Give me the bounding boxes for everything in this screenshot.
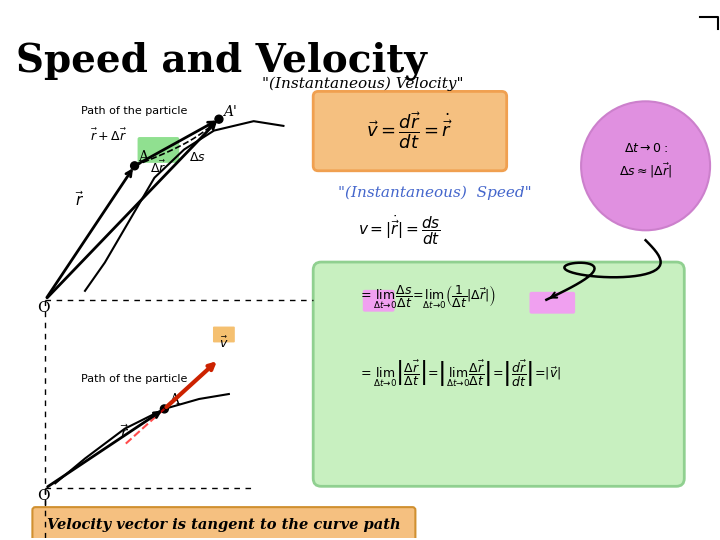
Text: $\vec{r}+\Delta\vec{r}$: $\vec{r}+\Delta\vec{r}$	[90, 128, 127, 144]
Text: $\vec{v} = \dfrac{d\vec{r}}{dt} = \dot{\vec{r}}$: $\vec{v} = \dfrac{d\vec{r}}{dt} = \dot{\…	[366, 111, 453, 151]
Text: "(Instantaneous)  Speed": "(Instantaneous) Speed"	[338, 186, 531, 200]
FancyBboxPatch shape	[363, 290, 395, 312]
Text: $\vec{r}$: $\vec{r}$	[76, 190, 85, 208]
Text: A: A	[169, 393, 179, 407]
Circle shape	[581, 102, 710, 231]
Text: $\Delta\vec{r}$: $\Delta\vec{r}$	[150, 159, 166, 176]
Text: $\vec{r}$: $\vec{r}$	[120, 423, 129, 442]
Circle shape	[161, 405, 168, 413]
Text: A: A	[138, 150, 148, 164]
FancyBboxPatch shape	[138, 137, 179, 163]
Text: $= \lim_{\Delta t \to 0}\dfrac{\Delta s}{\Delta t} = \lim_{\Delta t \to 0}\left(: $= \lim_{\Delta t \to 0}\dfrac{\Delta s}…	[358, 284, 496, 312]
Text: Path of the particle: Path of the particle	[81, 374, 188, 384]
Circle shape	[215, 115, 223, 123]
Text: $\Delta t \to 0:$: $\Delta t \to 0:$	[624, 143, 667, 156]
FancyBboxPatch shape	[313, 91, 507, 171]
FancyBboxPatch shape	[529, 292, 575, 314]
Text: $\vec{v}$: $\vec{v}$	[219, 336, 229, 352]
Text: Velocity vector is tangent to the curve path: Velocity vector is tangent to the curve …	[47, 518, 401, 532]
Text: "(Instantaneous) Velocity": "(Instantaneous) Velocity"	[262, 77, 464, 91]
Text: O: O	[37, 489, 50, 503]
Text: A': A'	[223, 105, 237, 119]
Text: $v = |\dot{\vec{r}}| = \dfrac{ds}{dt}$: $v = |\dot{\vec{r}}| = \dfrac{ds}{dt}$	[358, 213, 441, 247]
Text: O: O	[37, 301, 50, 315]
Text: Speed and Velocity: Speed and Velocity	[16, 42, 426, 80]
FancyBboxPatch shape	[213, 327, 235, 342]
FancyBboxPatch shape	[313, 262, 684, 487]
FancyBboxPatch shape	[32, 507, 415, 540]
Text: $= \lim_{\Delta t \to 0}\left|\dfrac{\Delta\vec{r}}{\Delta t}\right| = \left|\li: $= \lim_{\Delta t \to 0}\left|\dfrac{\De…	[358, 359, 561, 389]
Text: $\Delta s \approx |\Delta\vec{r}|$: $\Delta s \approx |\Delta\vec{r}|$	[619, 161, 672, 180]
Text: $\Delta s$: $\Delta s$	[189, 151, 206, 164]
Circle shape	[130, 162, 138, 170]
Text: Path of the particle: Path of the particle	[81, 106, 188, 116]
